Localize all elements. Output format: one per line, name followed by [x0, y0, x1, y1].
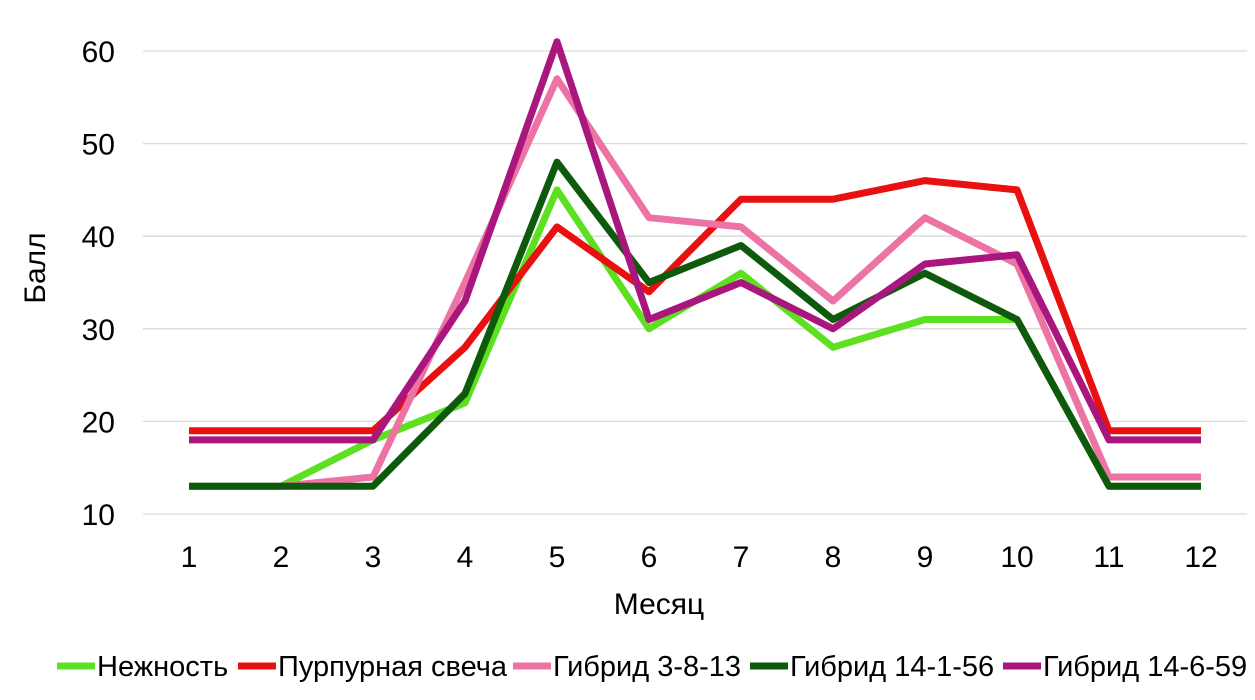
x-tick-label: 9 [917, 541, 934, 574]
x-tick-label: 1 [181, 541, 198, 574]
gridlines [143, 50, 1247, 515]
y-tick-label: 40 [82, 221, 115, 254]
y-axis-ticks: 10 20 30 40 50 60 [82, 36, 115, 532]
x-tick-label: 7 [733, 541, 750, 574]
y-tick-label: 20 [82, 406, 115, 439]
x-axis-ticks: 1 2 3 4 5 6 7 8 9 10 11 12 [181, 541, 1218, 574]
x-axis-title: Месяц [614, 588, 704, 621]
legend-label: Пурпурная свеча [278, 651, 508, 683]
x-tick-label: 4 [457, 541, 474, 574]
y-tick-label: 10 [82, 499, 115, 532]
y-tick-label: 30 [82, 314, 115, 347]
x-tick-label: 3 [365, 541, 382, 574]
y-tick-label: 50 [82, 129, 115, 162]
x-tick-label: 2 [273, 541, 290, 574]
legend-label: Нежность [97, 651, 228, 683]
series-line-3 [189, 75, 1201, 490]
x-tick-label: 6 [641, 541, 658, 574]
x-tick-label: 11 [1093, 541, 1124, 574]
x-tick-label: 10 [1000, 541, 1033, 574]
x-tick-label: 8 [825, 541, 842, 574]
series-line-2 [189, 177, 1201, 435]
legend-label: Гибрид 3-8-13 [553, 651, 741, 683]
y-tick-label: 60 [82, 36, 115, 69]
series-line-5 [189, 38, 1201, 444]
legend: Нежность Пурпурная свеча Гибрид 3-8-13 Гибр… [57, 651, 1247, 683]
y-axis-title: Балл [19, 232, 52, 303]
x-tick-label: 5 [549, 541, 566, 574]
legend-label: Гибрид 14-6-59 [1043, 651, 1247, 683]
series-lines [189, 38, 1201, 490]
series-line-4 [189, 158, 1201, 490]
x-tick-label: 12 [1184, 541, 1217, 574]
legend-label: Гибрид 14-1-56 [790, 651, 994, 683]
